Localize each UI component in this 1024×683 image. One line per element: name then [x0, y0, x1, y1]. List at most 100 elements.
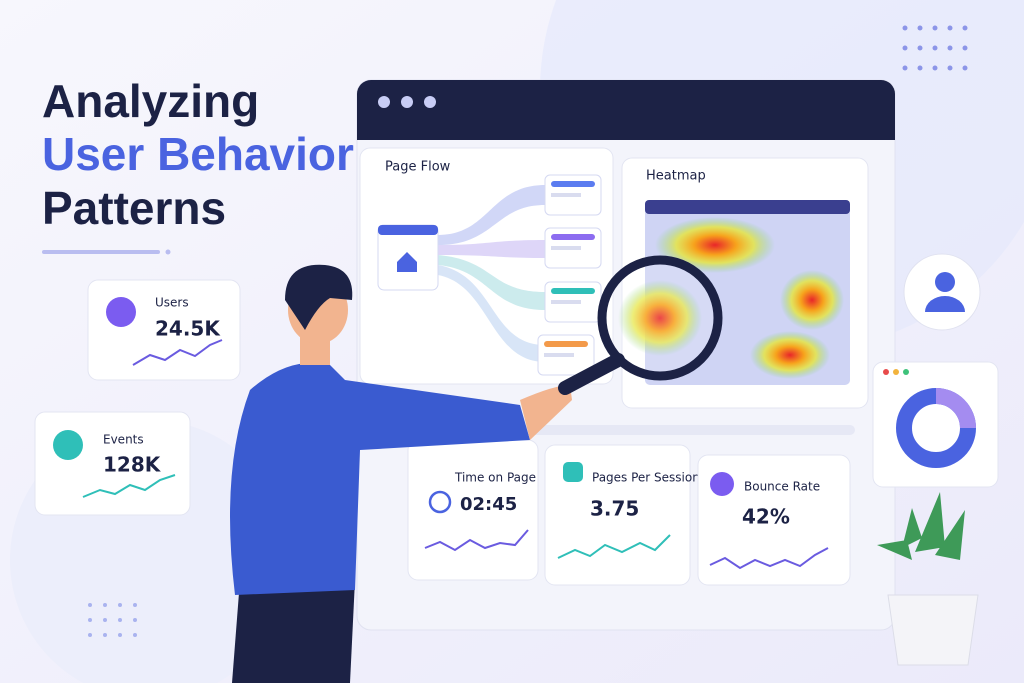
- dot-grid: [88, 618, 92, 622]
- dot-grid: [103, 633, 107, 637]
- flow-pages: [551, 234, 595, 240]
- dot-grid: [118, 633, 122, 637]
- flow-links: [438, 255, 545, 310]
- person: [230, 264, 572, 683]
- metric-value: 02:45: [460, 494, 517, 515]
- flow-links: [438, 265, 545, 362]
- illustration: [893, 369, 899, 375]
- dot-grid: [88, 603, 92, 607]
- dot-grid: [917, 25, 923, 31]
- flow-pages: [551, 193, 581, 197]
- dot-grid: [932, 45, 938, 51]
- dot-grid: [133, 603, 137, 607]
- title-line: User Behavior: [42, 128, 354, 180]
- bounce-icon: [710, 472, 734, 496]
- dot-grid: [917, 45, 923, 51]
- illustration: [903, 369, 909, 375]
- dot-grid: [902, 65, 908, 71]
- dot-grid: [88, 603, 137, 637]
- flow-pages: [551, 288, 595, 294]
- dot-grid: [103, 618, 107, 622]
- panel-title: Heatmap: [646, 169, 706, 184]
- dot-grid: [947, 25, 953, 31]
- donut-segment: [935, 388, 976, 429]
- flow-pages: [544, 353, 574, 357]
- metric-label: Pages Per Session: [592, 471, 700, 485]
- sparkline: [709, 547, 829, 570]
- dot-grid: [118, 603, 122, 607]
- panel-title: Page Flow: [385, 160, 451, 175]
- sparkline: [82, 474, 176, 498]
- home-icon: [397, 252, 417, 272]
- dot-grid: [932, 25, 938, 31]
- title-line: Patterns: [42, 182, 226, 234]
- dot-grid: [962, 25, 968, 31]
- flow-links: [438, 185, 545, 362]
- sparkline: [132, 339, 223, 366]
- card-label: Users: [155, 296, 189, 310]
- flow-links: [438, 240, 545, 258]
- dot-grid: [962, 45, 968, 51]
- sparkline: [424, 529, 529, 552]
- avatar-body: [925, 296, 965, 312]
- dot-grid: [947, 65, 953, 71]
- dot-grid: [932, 65, 938, 71]
- heat-blobs: [655, 217, 775, 273]
- metric-value: 3.75: [590, 497, 639, 521]
- dot-grid: [962, 65, 968, 71]
- heatmap-page-bar: [645, 200, 850, 214]
- window-dot: [424, 96, 436, 108]
- metric-label: Bounce Rate: [744, 480, 820, 494]
- magnifier: [558, 255, 723, 395]
- dot: [165, 249, 171, 255]
- flow-links: [438, 185, 545, 245]
- magnifier: [597, 255, 723, 381]
- donut-card: [872, 361, 999, 488]
- dot-grid: [902, 45, 908, 51]
- events-icon: [53, 430, 83, 460]
- heat-blobs: [780, 270, 844, 330]
- sparkline: [557, 534, 671, 559]
- pages-icon: [563, 462, 583, 482]
- dot-grid: [133, 618, 137, 622]
- metric-value: 42%: [742, 505, 790, 529]
- home-page-bar: [378, 225, 438, 235]
- dot-grid: [118, 618, 122, 622]
- heat-blobs: [750, 331, 830, 379]
- flow-pages: [537, 174, 602, 376]
- dot-grid: [902, 25, 908, 31]
- dot-grid: [103, 603, 107, 607]
- flow-pages: [551, 181, 595, 187]
- heat-blobs: [618, 280, 702, 356]
- users-icon: [106, 297, 136, 327]
- illustration: [883, 369, 889, 375]
- dot-grid: [88, 633, 92, 637]
- flow-pages: [551, 300, 581, 304]
- dot-grid: [902, 25, 968, 71]
- flow-pages: [551, 246, 581, 250]
- window-header: [357, 80, 895, 140]
- avatar-head: [935, 272, 955, 292]
- avatar-badge: [903, 253, 981, 331]
- plant-pot: [887, 594, 979, 666]
- plant-leaves: [877, 492, 965, 560]
- person: [232, 580, 355, 683]
- person: [285, 264, 353, 330]
- flow-pages: [544, 341, 588, 347]
- window-dot: [378, 96, 390, 108]
- title-underline: [42, 250, 160, 254]
- card-label: Events: [103, 433, 144, 447]
- title-line: Analyzing: [42, 75, 259, 127]
- person: [230, 362, 530, 595]
- metric-card: [697, 454, 851, 586]
- window-dot: [401, 96, 413, 108]
- dot-grid: [947, 45, 953, 51]
- card-value: 128K: [103, 453, 162, 477]
- dot-grid: [133, 633, 137, 637]
- heat-blobs: [618, 217, 844, 379]
- dot-grid: [917, 65, 923, 71]
- card-value: 24.5K: [155, 317, 221, 341]
- person: [520, 385, 572, 440]
- magnifier: [558, 353, 625, 395]
- clock-icon: [428, 490, 452, 514]
